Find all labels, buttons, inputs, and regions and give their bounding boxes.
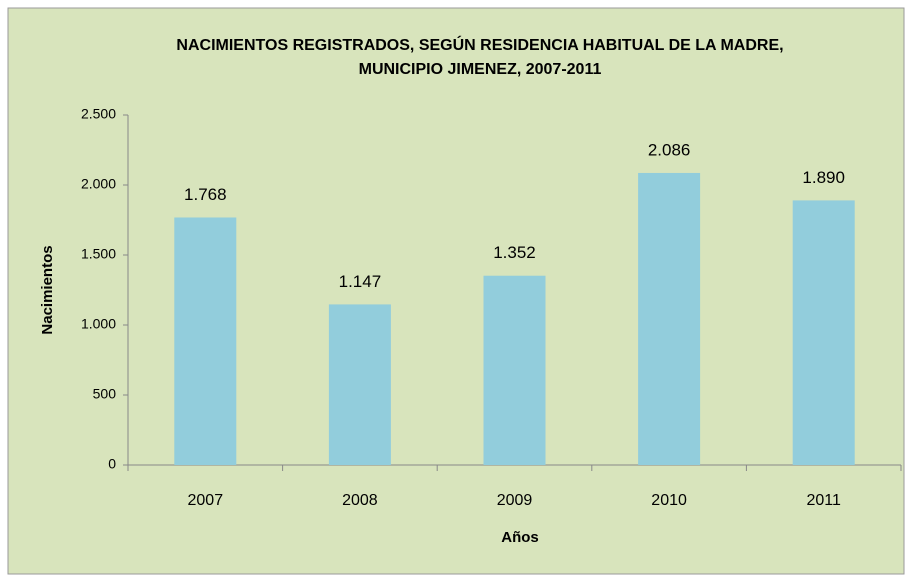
y-tick-label: 1.000 [81, 316, 116, 332]
bar [792, 200, 855, 465]
chart-title: NACIMIENTOS REGISTRADOS, SEGÚN RESIDENCI… [176, 35, 783, 54]
x-tick-label: 2011 [806, 492, 841, 509]
data-label: 1.890 [802, 168, 845, 187]
y-tick-label: 2.000 [81, 176, 116, 192]
data-label: 2.086 [648, 140, 691, 159]
y-tick-label: 0 [108, 456, 116, 472]
x-tick-label: 2007 [188, 492, 224, 509]
bar [174, 217, 237, 465]
x-axis-label: Años [501, 529, 539, 546]
y-tick-label: 1.500 [81, 246, 116, 262]
bar [328, 304, 391, 465]
data-label: 1.352 [493, 243, 536, 262]
bar [638, 172, 701, 465]
y-tick-label: 2.500 [81, 106, 116, 122]
y-axis-label: Nacimientos [39, 245, 56, 334]
x-tick-label: 2008 [342, 492, 378, 509]
x-tick-label: 2010 [651, 492, 687, 509]
chart-title: MUNICIPIO JIMENEZ, 2007-2011 [359, 61, 602, 78]
bar [483, 275, 546, 465]
data-label: 1.768 [184, 185, 227, 204]
chart-background [7, 7, 905, 575]
x-tick-label: 2009 [497, 492, 533, 509]
data-label: 1.147 [339, 272, 382, 291]
y-tick-label: 500 [93, 386, 117, 402]
